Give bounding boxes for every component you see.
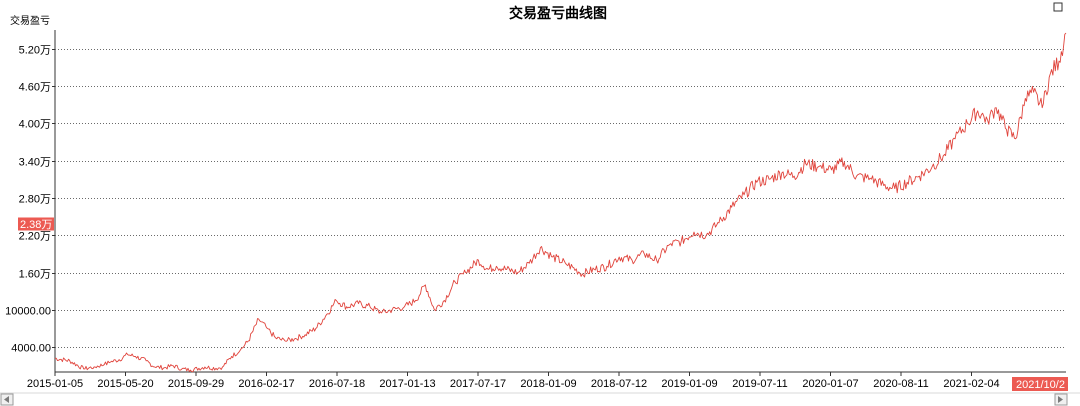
y-tick-label: 10000.00 [5, 306, 51, 318]
scroll-left-button[interactable] [0, 393, 14, 406]
y-tick-label: 4.60万 [19, 82, 51, 94]
x-tick-label: 2016-07-18 [309, 378, 365, 390]
current-value-marker: 2.38万 [18, 217, 54, 231]
x-tick-label: 2019-01-09 [661, 378, 717, 390]
current-value-label: 2.38万 [20, 219, 52, 231]
x-tick-label: 2020-01-07 [802, 378, 858, 390]
scroll-right-arrow-icon [1058, 396, 1063, 403]
x-tick-label: 2019-07-11 [732, 378, 787, 390]
grid-lines [55, 49, 1066, 348]
y-tick-label: 2.80万 [19, 194, 51, 206]
x-tick-label: 2015-01-05 [27, 378, 83, 390]
y-axis-label: 交易盈亏 [10, 14, 50, 27]
current-date-marker: 2021/10/2 [1012, 377, 1068, 391]
scroll-right-button[interactable] [1054, 393, 1068, 406]
y-tick-label: 4000.00 [11, 343, 51, 355]
maximize-button[interactable] [1053, 2, 1063, 12]
y-tick-label: 5.20万 [19, 45, 51, 57]
x-tick-label: 2016-02-17 [238, 378, 294, 390]
current-date-badge [1012, 377, 1068, 391]
y-tick-label: 1.60万 [19, 269, 51, 281]
series-layer [54, 32, 1067, 373]
y-tick-label: 4.00万 [19, 119, 51, 131]
scroll-left-arrow-icon [4, 396, 9, 403]
x-tick-label: 2018-01-09 [520, 378, 576, 390]
y-tick-label: 2.20万 [19, 231, 51, 243]
current-date-label: 2021/10/2 [1016, 379, 1065, 391]
y-tick-label: 3.40万 [19, 157, 51, 169]
x-tick-label: 2015-09-29 [168, 378, 224, 390]
x-tick-label: 2021-02-04 [943, 378, 999, 390]
current-value-badge [18, 217, 54, 231]
x-tick-label: 2020-08-11 [873, 378, 928, 390]
x-tick-label: 2018-07-12 [591, 378, 647, 390]
series-line [54, 32, 1067, 373]
x-tick-label: 2017-01-13 [379, 378, 435, 390]
y-tick-labels: 4000.00 10000.00 1.60万 2.20万 2.80万 3.40万 4.00万… [5, 45, 55, 355]
x-tick-label: 2017-07-17 [450, 378, 506, 390]
x-tick-label: 2015-05-20 [97, 378, 153, 390]
horizontal-scrollbar[interactable] [0, 392, 1080, 406]
chart-title: 交易盈亏曲线图 [509, 5, 607, 22]
x-tick-labels: 2015-01-05 2015-05-20 2015-09-29 2016-02-17… [27, 372, 1000, 390]
